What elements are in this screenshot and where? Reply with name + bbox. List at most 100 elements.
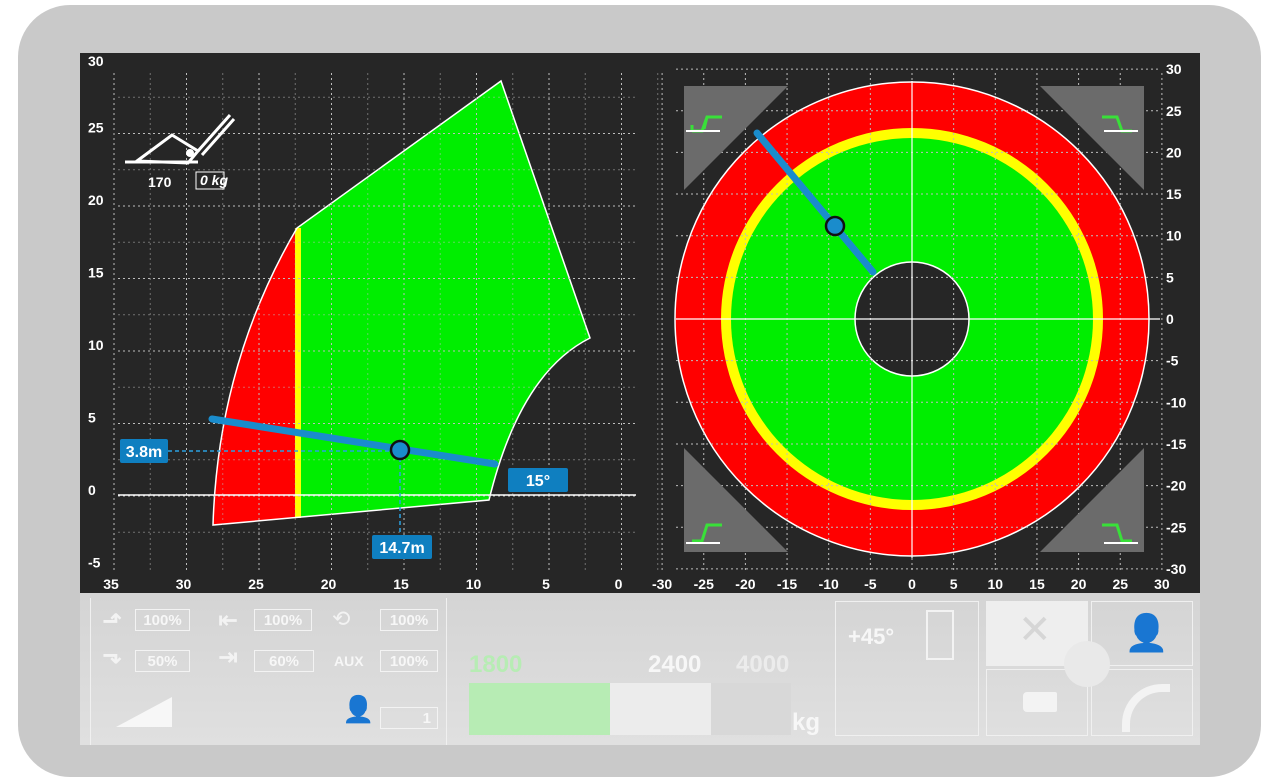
load-chart: 30 25 20 15 10 5 0 -5 35 30 25 20 15 10 5 0 170 0 kg 3… — [88, 53, 659, 592]
load-zone-warning-line — [295, 228, 301, 518]
tilt-vehicle-icon — [926, 610, 954, 660]
y-tick-label: 5 — [1166, 269, 1174, 285]
speed-left-value[interactable]: 100% — [254, 609, 312, 631]
x-tick-label: 30 — [1154, 576, 1170, 592]
control-panel: ⬏ 100% ⇤ 100% ⟲ 100% ⬎ 50% ⇥ 60% AUX 100… — [80, 593, 1200, 745]
x-tick-label: 0 — [908, 576, 916, 592]
y-tick-label: -15 — [1166, 436, 1186, 452]
reach-value: 14.7m — [379, 540, 424, 557]
y-tick-label: 30 — [1166, 61, 1182, 77]
x-tick-label: -15 — [777, 576, 797, 592]
arrow-up-icon: ⬏ — [102, 608, 123, 635]
x-tick-label: 30 — [176, 576, 192, 592]
operator-icon: 👤 — [342, 694, 375, 724]
y-tick-label: -25 — [1166, 519, 1186, 535]
y-tick-label: 25 — [1166, 103, 1182, 119]
y-tick-label: -10 — [1166, 394, 1186, 410]
camera-button[interactable] — [986, 669, 1088, 736]
speed-aux-value[interactable]: 100% — [380, 650, 438, 672]
reach-label-box: 14.7m — [372, 535, 432, 559]
tilt-value: +45° — [848, 624, 895, 649]
radius-label-box: 3.8m — [120, 439, 168, 463]
load-unit-label: kg — [792, 709, 821, 736]
x-tick-label: 20 — [321, 576, 337, 592]
speed-panel — [90, 598, 447, 745]
arrow-down-icon: ⬎ — [102, 642, 123, 669]
outrigger-top-right — [1040, 86, 1144, 190]
y-tick-label: 20 — [1166, 144, 1182, 160]
outrigger-top-left — [684, 86, 788, 190]
y-tick-label: 30 — [88, 53, 104, 69]
y-tick-label: -5 — [1166, 353, 1179, 369]
tilt-panel: +45° — [835, 601, 979, 736]
boom-arm — [208, 415, 499, 468]
y-tick-label: 10 — [88, 337, 104, 353]
x-tick-label: 15 — [393, 576, 409, 592]
angle-value: 15° — [526, 473, 550, 490]
y-tick-label: 15 — [88, 265, 104, 281]
x-tick-label: 5 — [950, 576, 958, 592]
boom-joint — [389, 439, 411, 461]
operator-count[interactable]: 1 — [380, 707, 438, 729]
x-tick-label: 35 — [103, 576, 119, 592]
load-current: 1800 — [469, 651, 523, 678]
load-progress-limit — [610, 683, 711, 735]
aux-label: AUX — [334, 653, 364, 669]
ramp-icon — [116, 697, 172, 727]
boom-chart-button[interactable] — [1091, 669, 1193, 736]
boom-chart-icon — [1122, 684, 1170, 732]
outrigger-bottom-right — [1040, 448, 1144, 552]
load-bucket-icon — [125, 114, 236, 165]
tools-icon: ✕ — [1018, 608, 1052, 652]
load-zone-safe — [297, 81, 590, 518]
slew-boom-arm — [753, 129, 877, 276]
x-tick-label: -5 — [864, 576, 877, 592]
y-tick-label: -5 — [88, 555, 101, 571]
x-tick-label: 0 — [615, 576, 623, 592]
y-tick-label: 0 — [1166, 311, 1174, 327]
load-max: 4000 — [736, 651, 790, 678]
angle-label-box: 15° — [508, 468, 568, 492]
x-tick-label: 15 — [1029, 576, 1045, 592]
y-tick-label: 0 — [88, 482, 96, 498]
y-tick-label: 5 — [88, 410, 96, 426]
speed-up-value[interactable]: 100% — [135, 609, 190, 631]
load-value: 170 — [148, 174, 172, 190]
speed-rotate-value[interactable]: 100% — [380, 609, 438, 631]
panel-toggle-knob[interactable] — [1064, 641, 1110, 687]
load-progress-bar — [469, 683, 791, 735]
speed-right-value[interactable]: 60% — [254, 650, 314, 672]
main-display: 30 25 20 15 10 5 0 -5 35 30 25 20 15 10 5 0 170 0 kg 3… — [80, 53, 1200, 593]
x-tick-label: 25 — [1112, 576, 1128, 592]
x-tick-label: 10 — [466, 576, 482, 592]
x-tick-label: -20 — [735, 576, 755, 592]
x-tick-label: -25 — [694, 576, 714, 592]
y-tick-label: 25 — [88, 120, 104, 136]
load-unit: 0 kg — [200, 172, 228, 188]
radius-value: 3.8m — [126, 444, 162, 461]
x-tick-label: -30 — [652, 576, 672, 592]
y-tick-label: -20 — [1166, 478, 1186, 494]
y-tick-label: 20 — [88, 192, 104, 208]
user-button[interactable]: 👤 — [1091, 601, 1193, 666]
load-limit: 2400 — [648, 651, 702, 678]
x-tick-label: -10 — [819, 576, 839, 592]
user-icon: 👤 — [1124, 612, 1169, 653]
x-tick-label: 5 — [542, 576, 550, 592]
speed-down-value[interactable]: 50% — [135, 650, 190, 672]
y-tick-label: -30 — [1166, 561, 1186, 577]
x-tick-label: 10 — [988, 576, 1004, 592]
arrow-right-icon: ⇥ — [218, 644, 239, 671]
outrigger-bottom-left — [684, 448, 788, 552]
y-tick-label: 10 — [1166, 228, 1182, 244]
x-tick-label: 25 — [248, 576, 264, 592]
slew-chart: 30 25 20 15 10 5 0 -5 -10 -15 -20 -25 -30 -30 -25 -20 -… — [652, 61, 1186, 592]
slew-boom-joint — [824, 215, 846, 237]
rotate-icon: ⟲ — [332, 606, 351, 631]
load-progress-fill — [469, 683, 610, 735]
camera-icon — [1023, 692, 1057, 712]
y-tick-label: 15 — [1166, 186, 1182, 202]
x-tick-label: 20 — [1071, 576, 1087, 592]
arrow-left-icon: ⇤ — [218, 607, 239, 634]
load-zone-danger — [213, 228, 297, 525]
